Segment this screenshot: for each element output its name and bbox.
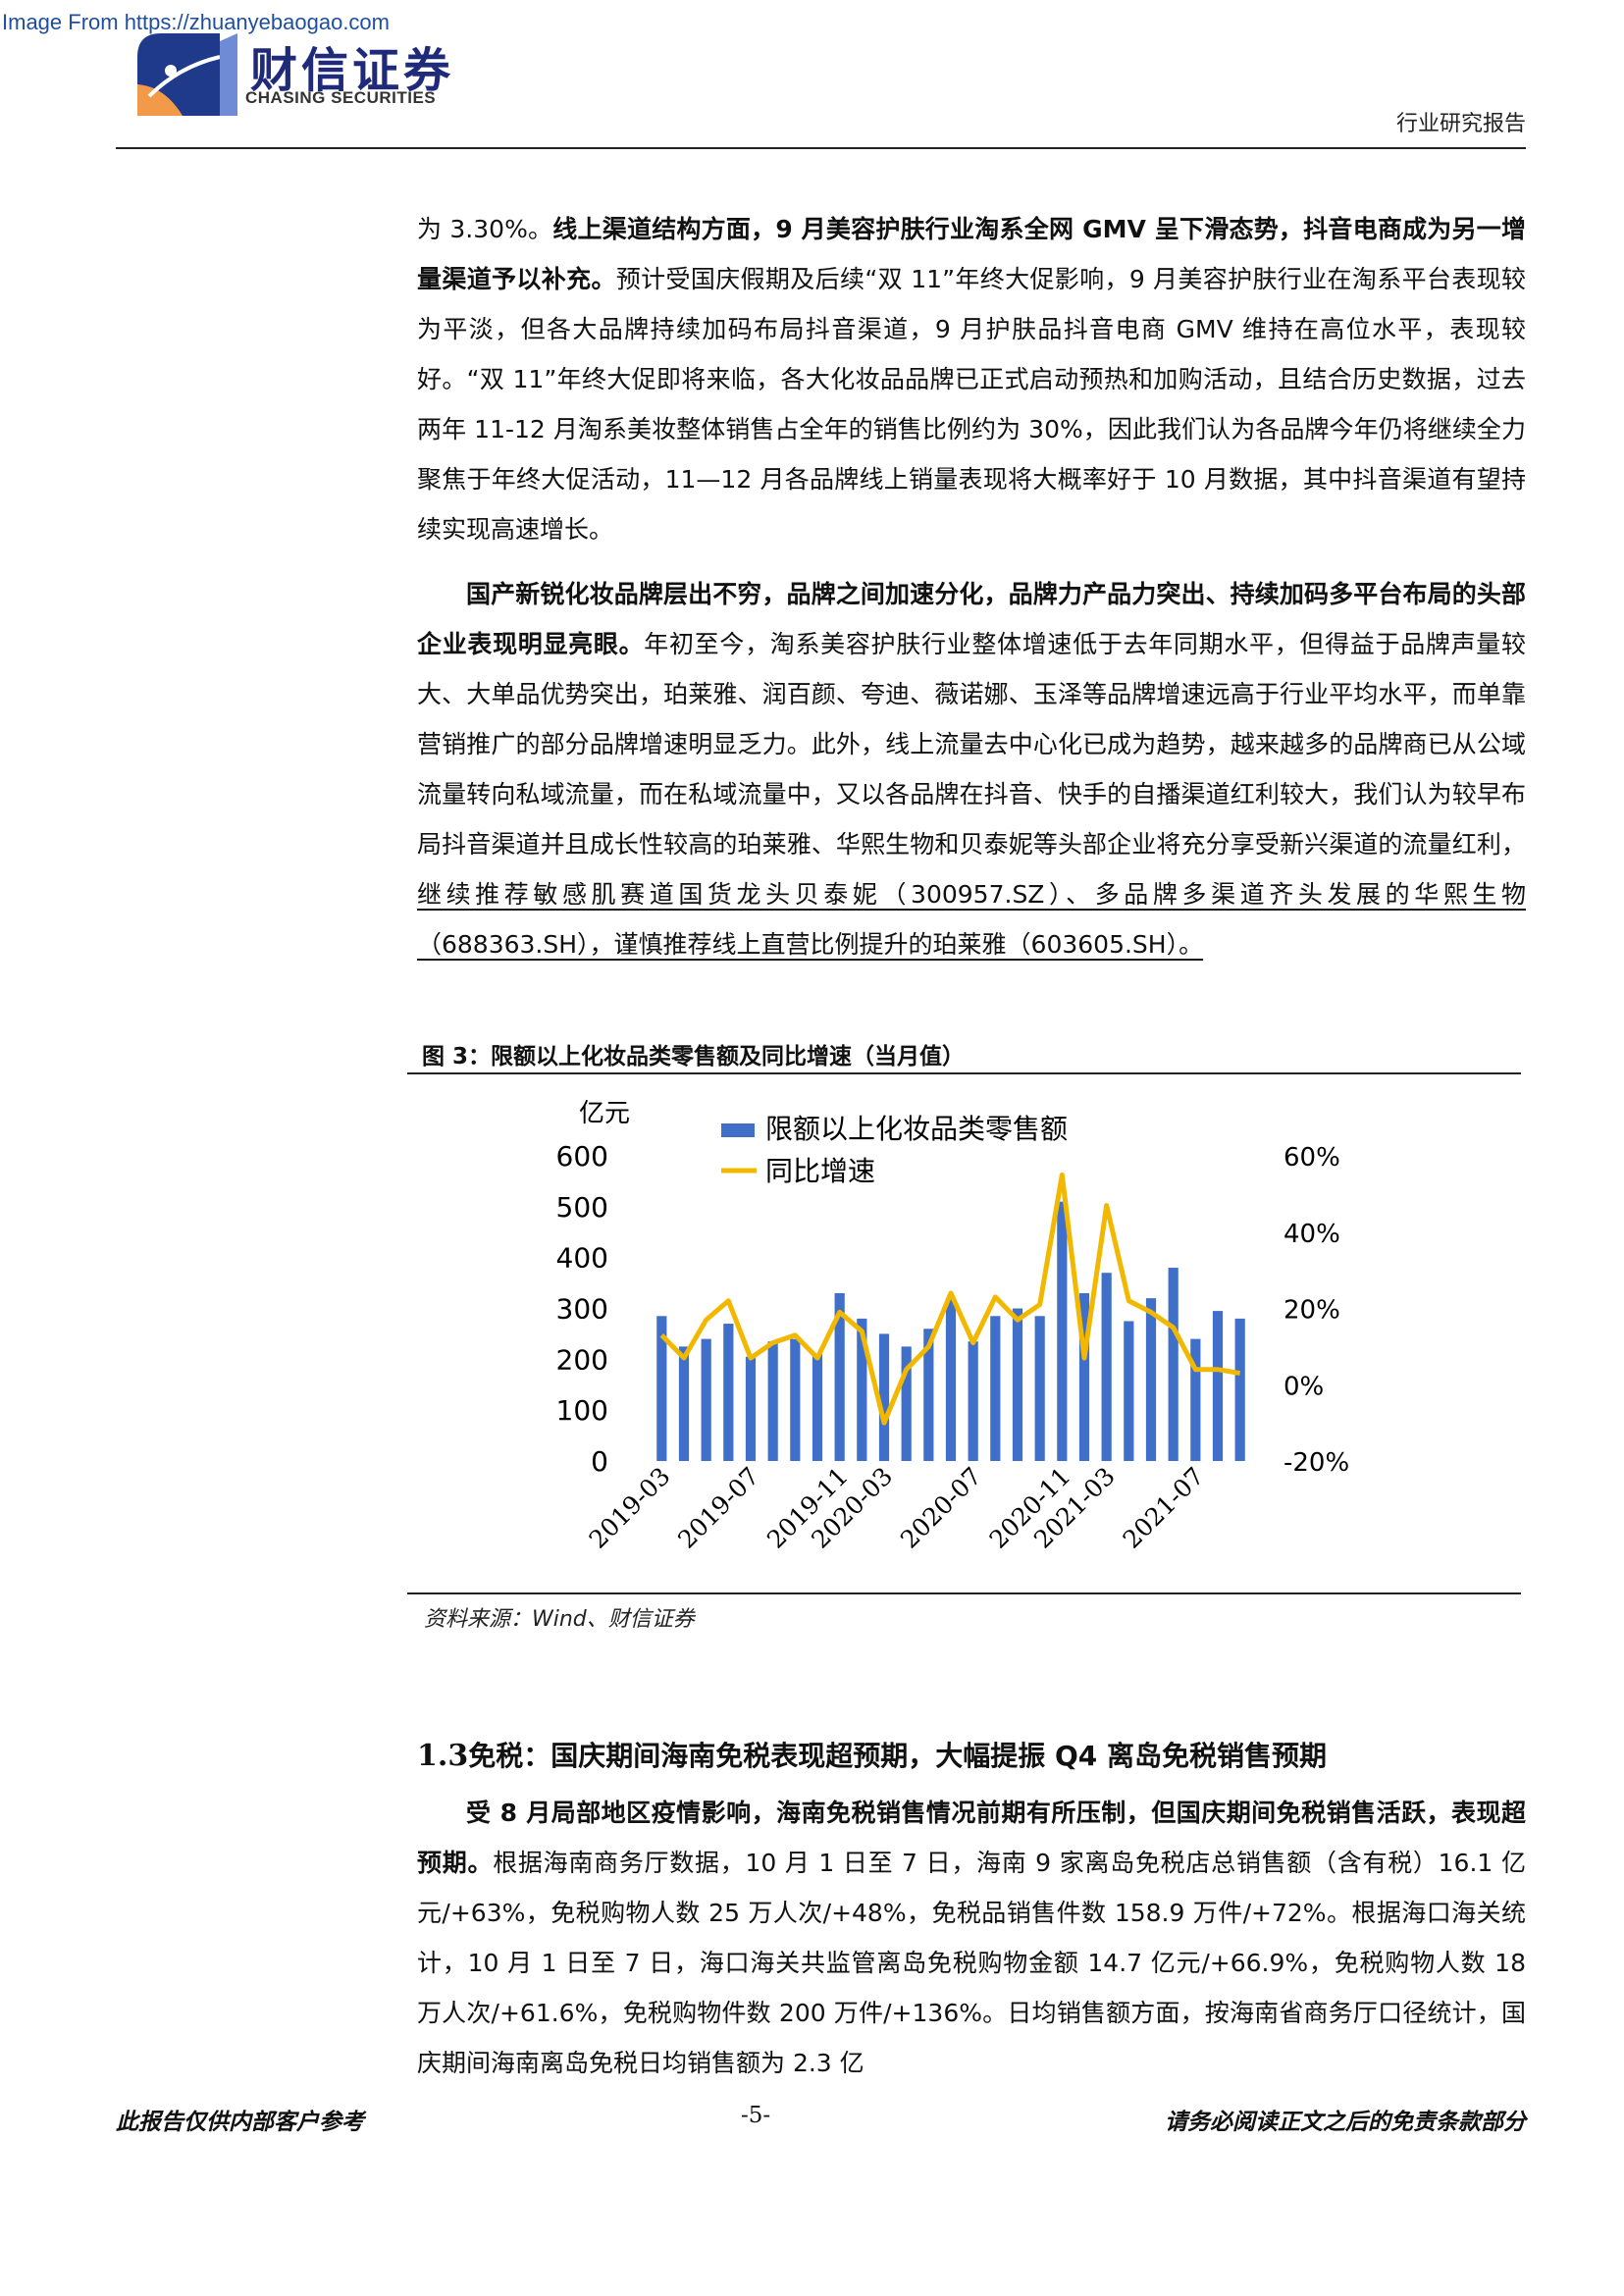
footer-disclaimer-left: 此报告仅供内部客户参考 [116,2110,364,2135]
y2-tick-label: -20% [1283,1448,1349,1478]
y2-tick-label: 60% [1283,1143,1340,1173]
bar-2020-03 [878,1333,890,1461]
p1-text-1: 为 3.30%。 [417,215,553,243]
figure-source: 资料来源：Wind、财信证券 [424,1607,695,1632]
p1-text-2: 预计受国庆假期及后续“双 11”年终大促影响，9 月美容护肤行业在淘系平台表现较… [417,265,1526,544]
bar-2019-08 [767,1341,778,1461]
bar-2019-03 [656,1316,667,1461]
x-tick-label: 2020-07 [895,1462,987,1554]
y-tick-label: 600 [556,1140,608,1173]
p3-text-1: 根据海南商务厅数据，10 月 1 日至 7 日，海南 9 家离岛免税店总销售额（… [417,1849,1526,2077]
report-type-label: 行业研究报告 [1395,112,1526,136]
y2-tick-label: 0% [1283,1372,1324,1401]
bar-2020-11 [1057,1201,1068,1461]
bar-2020-07 [968,1341,978,1461]
bar-2021-05 [1145,1298,1157,1461]
bar-2019-09 [790,1338,801,1461]
retail-sales-chart: 亿元 600 500 400 300 200 100 0 60% 40% 20% 0% -20% 2019… [556,1099,1350,1554]
p2-bold-1: 国产新锐化妆品牌层出不穷，品牌之间加速分化，品牌力产品力突出、持续加码多平台布局… [417,580,1526,658]
bar-2020-05 [923,1329,934,1461]
y-tick-label: 300 [556,1293,608,1326]
yoy-growth-line [659,1172,1241,1426]
bar-2020-09 [1012,1308,1023,1461]
section-number: 1.3 [417,1739,469,1773]
x-tick-label: 2021-07 [1118,1462,1210,1554]
paragraph-1: 为 3.30%。线上渠道结构方面，9 月美容护肤行业淘系全网 GMV 呈下滑态势… [417,204,1526,554]
p2-recommendation: 继续推荐敏感肌赛道国货龙头贝泰妮（300957.SZ）、多品牌多渠道齐头发展的华… [417,880,1526,959]
bar-2020-08 [990,1316,1001,1461]
x-tick-label: 2019-07 [672,1462,764,1554]
y-tick-label: 500 [556,1191,608,1224]
y-tick-label: 400 [556,1242,608,1275]
figure-title: 图 3：限额以上化妆品类零售额及同比增速（当月值） [422,1044,966,1070]
y2-tick-label: 20% [1283,1296,1340,1326]
bar-2020-12 [1078,1292,1090,1461]
bar-2021-04 [1124,1321,1134,1461]
section-heading: 1.3免税：国庆期间海南免税表现超预期，大幅提振 Q4 离岛免税销售预期 [417,1735,1327,1774]
y-tick-label: 0 [591,1445,608,1478]
footer-page-number: -5- [741,2103,771,2128]
bar-2019-10 [812,1354,823,1461]
bar-2020-06 [945,1298,957,1461]
y-tick-label: 200 [556,1343,608,1376]
brand-name: 财信证券 [250,43,455,98]
bar-2019-05 [701,1338,711,1461]
bar-2020-04 [901,1346,912,1461]
bar-2021-09 [1234,1318,1245,1461]
bar-2021-08 [1212,1311,1224,1461]
y-axis-label: 亿元 [579,1099,630,1128]
footer-disclaimer-right: 请务必阅读正文之后的免责条款部分 [1165,2110,1526,2135]
bar-2021-07 [1190,1338,1201,1461]
section-title-text: 免税：国庆期间海南免税表现超预期，大幅提振 Q4 离岛免税销售预期 [468,1740,1327,1772]
legend-line-label: 同比增速 [765,1155,875,1187]
chart-line [659,1172,1241,1426]
header-divider [116,147,1526,149]
bar-2021-06 [1168,1268,1179,1461]
watermark-text: Image From https://zhuanyebaogao.com [2,10,390,34]
paragraph-3: 受 8 月局部地区疫情影响，海南免税销售情况前期有所压制，但国庆期间免税销售活跃… [417,1788,1526,2088]
bar-2019-04 [678,1346,690,1461]
bar-2019-07 [745,1356,757,1461]
bar-2020-10 [1034,1316,1045,1461]
figure-top-rule [407,1072,1521,1074]
p2-text-1: 年初至今，淘系美容护肤行业整体增速低于去年同期水平，但得益于品牌声量较大、大单品… [417,630,1526,859]
brand-name-en: CHASING SECURITIES [245,88,437,107]
bar-2019-12 [857,1318,867,1461]
legend-bar-label: 限额以上化妆品类零售额 [765,1113,1068,1145]
p3-bold-1: 受 8 月局部地区疫情影响，海南免税销售情况前期有所压制，但国庆期间免税销售活跃… [417,1799,1526,1877]
brand-logo-icon [137,33,237,116]
bar-2019-06 [723,1324,734,1461]
paragraph-2: 国产新锐化妆品牌层出不穷，品牌之间加速分化，品牌力产品力突出、持续加码多平台布局… [417,569,1526,969]
bar-2021-03 [1101,1273,1112,1461]
p1-bold-1: 线上渠道结构方面，9 月美容护肤行业淘系全网 GMV 呈下滑态势，抖音电商成为另… [417,215,1526,293]
y-tick-label: 100 [556,1394,608,1427]
bar-2019-11 [834,1292,845,1461]
figure-bottom-rule [407,1592,1521,1594]
chart-bars [656,1201,1245,1461]
y2-tick-label: 40% [1283,1220,1340,1249]
legend-bar-swatch [721,1123,755,1137]
